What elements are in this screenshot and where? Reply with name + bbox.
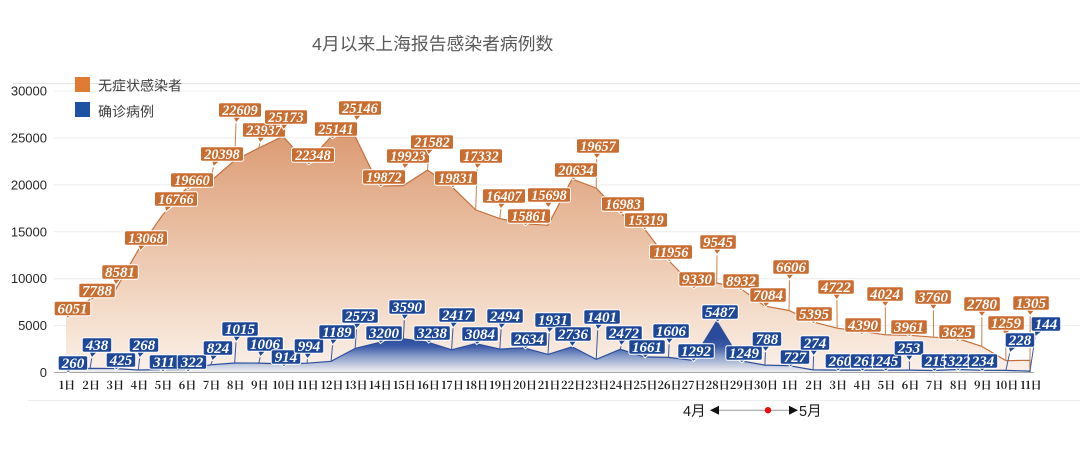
svg-text:20000: 20000 (11, 177, 47, 192)
svg-text:4: 4 (683, 404, 691, 420)
svg-text:1006: 1006 (250, 337, 281, 353)
svg-text:994: 994 (298, 339, 321, 355)
svg-text:16983: 16983 (605, 197, 640, 213)
svg-text:3760: 3760 (917, 290, 949, 306)
svg-text:215: 215 (924, 354, 948, 370)
svg-text:2634: 2634 (513, 332, 545, 348)
svg-text:268: 268 (132, 338, 156, 354)
svg-text:7788: 7788 (82, 284, 113, 300)
svg-text:4024: 4024 (869, 287, 901, 303)
svg-text:3590: 3590 (391, 300, 423, 316)
svg-text:1249: 1249 (729, 346, 760, 362)
svg-text:16407: 16407 (486, 189, 522, 205)
svg-text:274: 274 (803, 336, 827, 352)
svg-text:21582: 21582 (413, 135, 449, 151)
svg-text:311: 311 (152, 355, 175, 371)
svg-text:253: 253 (897, 341, 921, 357)
svg-text:5395: 5395 (799, 307, 830, 323)
svg-text:322: 322 (180, 355, 204, 371)
svg-text:2472: 2472 (608, 326, 640, 342)
svg-text:9545: 9545 (703, 235, 734, 251)
svg-text:1189: 1189 (322, 325, 352, 341)
svg-text:15861: 15861 (511, 209, 546, 225)
svg-text:4: 4 (312, 34, 322, 54)
svg-text:1305: 1305 (1016, 296, 1047, 312)
svg-text:6606: 6606 (776, 260, 807, 276)
svg-text:7084: 7084 (753, 288, 784, 304)
svg-text:20398: 20398 (203, 147, 239, 163)
svg-text:1259: 1259 (991, 316, 1022, 332)
svg-text:25000: 25000 (11, 131, 47, 146)
svg-text:19831: 19831 (438, 171, 473, 187)
svg-text:5000: 5000 (18, 318, 47, 333)
svg-text:25173: 25173 (267, 110, 303, 126)
svg-text:23937: 23937 (245, 123, 282, 139)
svg-text:8932: 8932 (726, 274, 757, 290)
svg-text:788: 788 (756, 332, 779, 348)
svg-text:1661: 1661 (632, 340, 662, 356)
svg-text:4390: 4390 (847, 318, 879, 334)
svg-text:25141: 25141 (317, 122, 353, 138)
svg-text:234: 234 (971, 354, 995, 370)
svg-text:3625: 3625 (941, 325, 973, 341)
svg-text:144: 144 (1035, 317, 1058, 333)
svg-text:20634: 20634 (557, 163, 593, 179)
svg-text:1015: 1015 (225, 322, 256, 338)
svg-text:3084: 3084 (464, 327, 496, 343)
svg-text:19660: 19660 (174, 173, 209, 189)
svg-text:438: 438 (85, 338, 109, 354)
svg-text:25146: 25146 (341, 101, 378, 117)
svg-text:3200: 3200 (368, 326, 400, 342)
svg-text:10000: 10000 (11, 271, 47, 286)
svg-text:5487: 5487 (705, 305, 736, 321)
svg-text:1401: 1401 (587, 310, 617, 326)
svg-text:22609: 22609 (221, 103, 257, 119)
svg-text:4722: 4722 (820, 280, 852, 296)
svg-text:245: 245 (875, 354, 899, 370)
svg-text:16766: 16766 (158, 192, 194, 208)
svg-text:15319: 15319 (628, 213, 663, 229)
svg-text:1931: 1931 (538, 313, 568, 329)
svg-text:5: 5 (799, 404, 807, 420)
svg-text:2417: 2417 (441, 308, 473, 324)
svg-text:11956: 11956 (654, 245, 690, 261)
svg-text:2494: 2494 (489, 309, 521, 325)
svg-text:8581: 8581 (105, 265, 135, 281)
svg-text:1606: 1606 (656, 324, 687, 340)
svg-text:260: 260 (828, 354, 852, 370)
svg-text:13068: 13068 (128, 231, 163, 247)
svg-text:1292: 1292 (681, 344, 712, 360)
svg-text:260: 260 (61, 356, 85, 372)
svg-text:2573: 2573 (344, 309, 376, 325)
svg-text:3238: 3238 (416, 326, 448, 342)
svg-text:425: 425 (109, 353, 133, 369)
svg-text:17332: 17332 (463, 149, 498, 165)
svg-text:22348: 22348 (294, 148, 330, 164)
svg-text:19872: 19872 (366, 170, 401, 186)
svg-text:19923: 19923 (390, 149, 425, 165)
svg-text:2780: 2780 (966, 297, 998, 313)
svg-text:15698: 15698 (531, 188, 566, 204)
svg-text:0: 0 (40, 365, 47, 380)
svg-text:30000: 30000 (11, 84, 47, 99)
svg-text:228: 228 (1008, 333, 1032, 349)
svg-text:19657: 19657 (580, 139, 616, 155)
svg-text:9330: 9330 (682, 272, 713, 288)
svg-text:6051: 6051 (58, 302, 88, 318)
svg-text:15000: 15000 (11, 224, 47, 239)
svg-text:322: 322 (947, 354, 971, 370)
svg-text:3961: 3961 (893, 320, 924, 336)
svg-text:824: 824 (207, 341, 230, 357)
svg-text:2736: 2736 (557, 327, 589, 343)
svg-text:261: 261 (853, 354, 877, 370)
svg-text:727: 727 (784, 350, 807, 366)
svg-text:914: 914 (275, 350, 298, 366)
